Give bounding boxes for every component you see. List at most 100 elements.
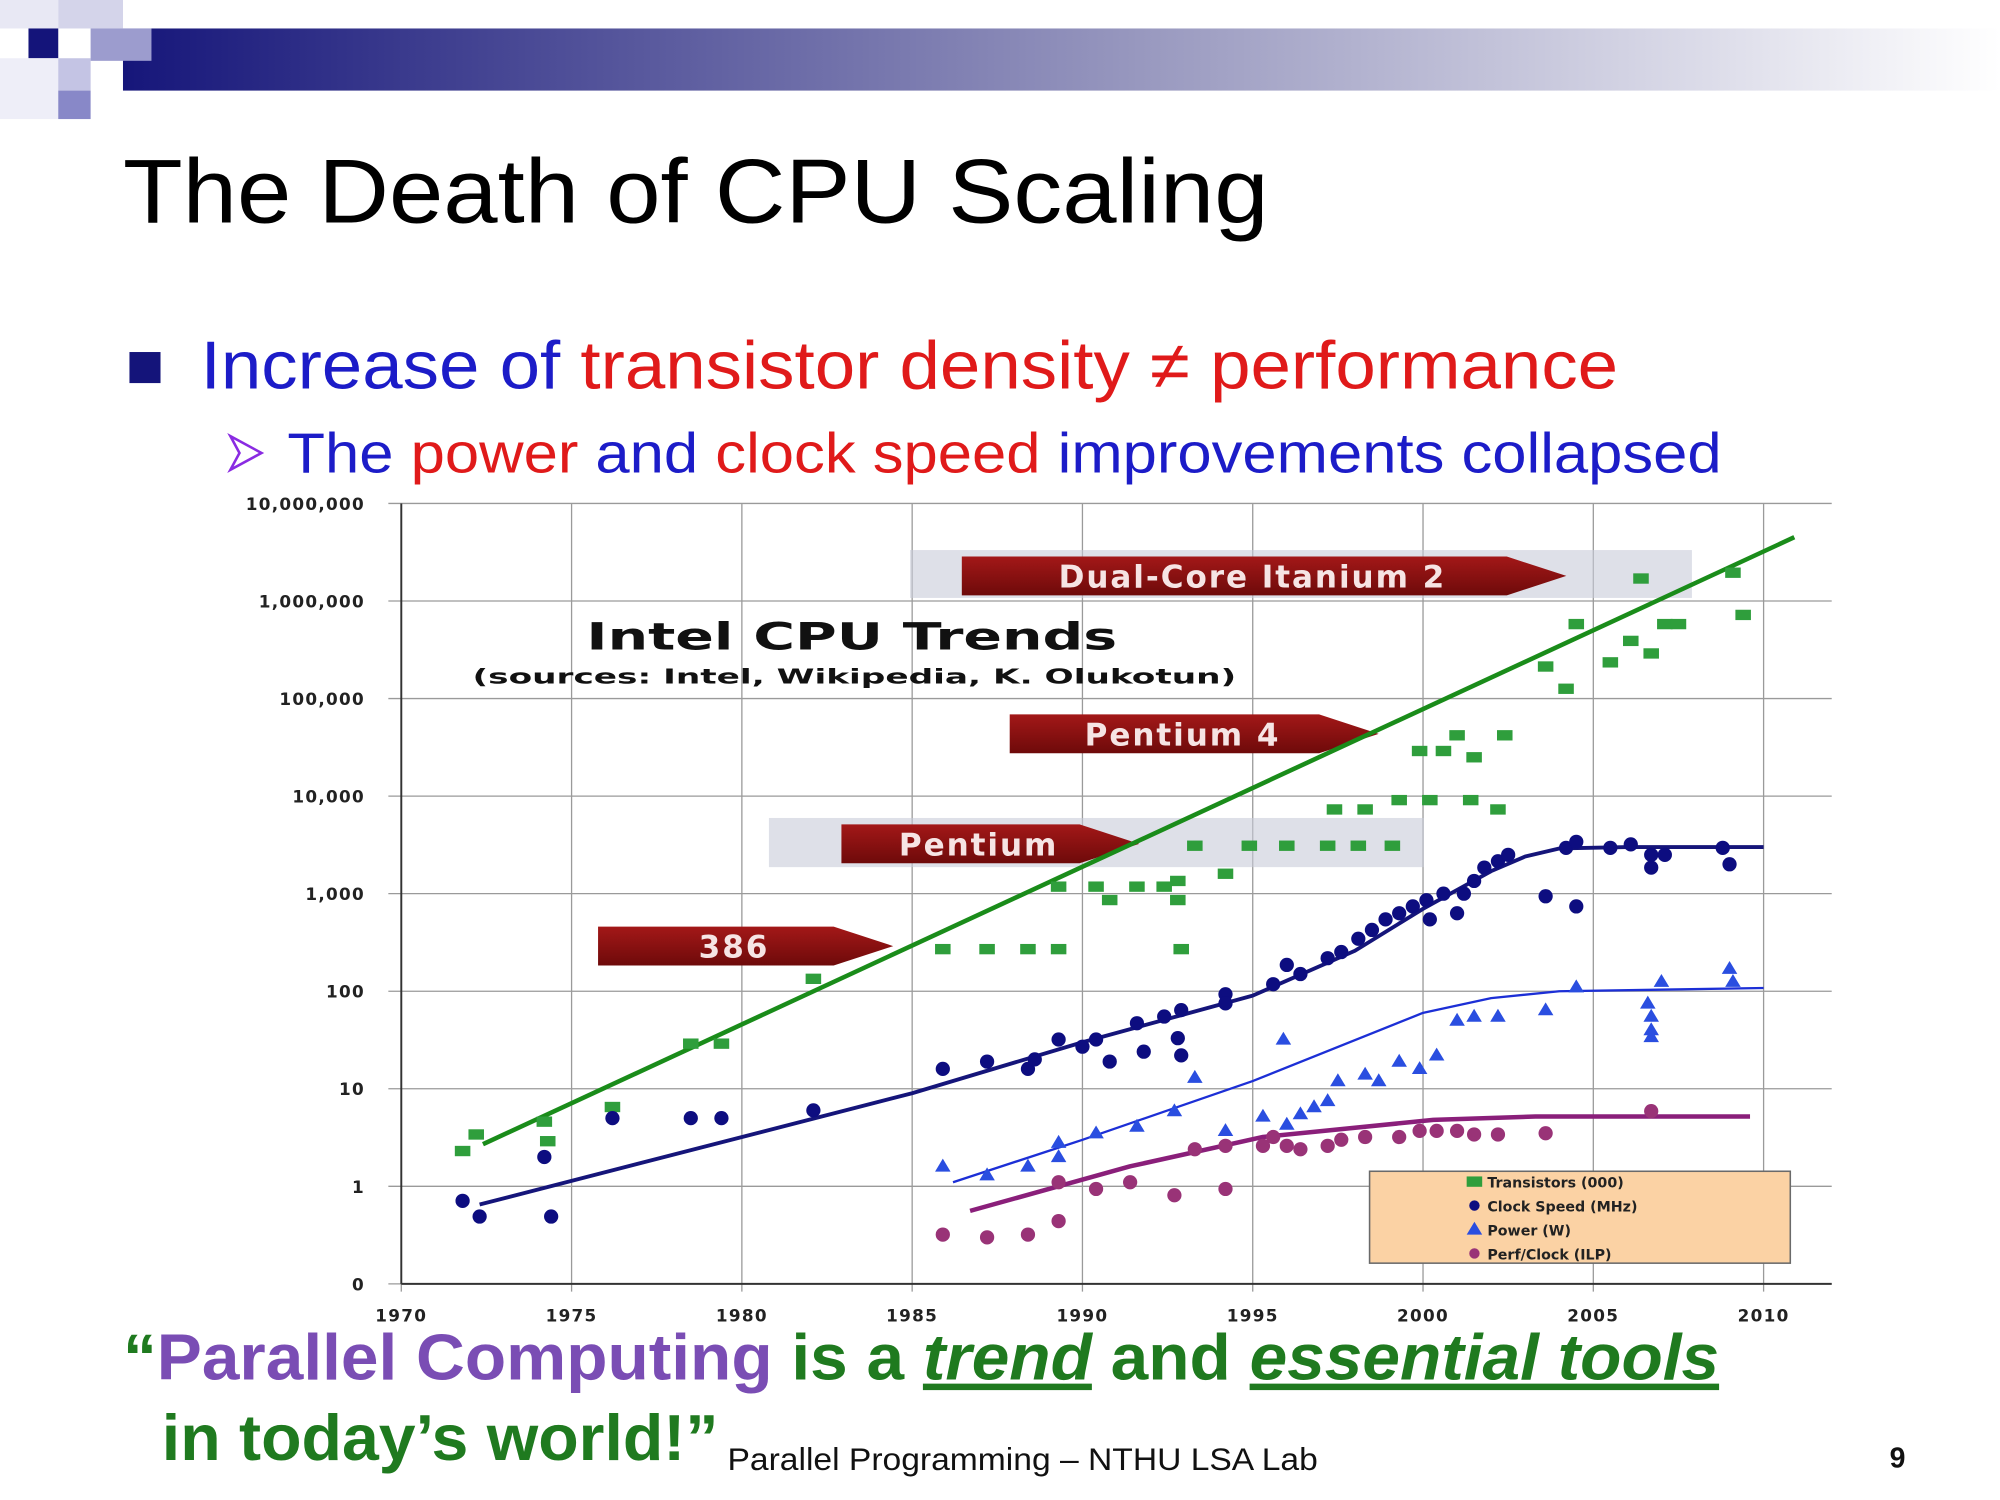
data-point bbox=[1657, 618, 1673, 630]
data-point bbox=[1275, 1031, 1292, 1045]
data-point bbox=[1218, 1138, 1233, 1153]
data-point bbox=[1051, 1032, 1066, 1047]
data-point bbox=[1449, 906, 1465, 921]
data-point bbox=[979, 1230, 995, 1245]
data-point bbox=[806, 1103, 821, 1118]
data-point bbox=[1326, 804, 1343, 815]
header-square bbox=[58, 58, 91, 91]
data-point bbox=[1306, 1099, 1322, 1113]
data-point bbox=[1725, 973, 1741, 987]
text-segment: and bbox=[1092, 1321, 1250, 1394]
data-point bbox=[455, 1193, 470, 1208]
data-point bbox=[1657, 847, 1672, 862]
text-segment: transistor density ≠ performance bbox=[580, 328, 1618, 403]
data-point bbox=[1419, 893, 1434, 908]
data-point bbox=[1490, 854, 1506, 869]
data-point bbox=[1020, 1227, 1036, 1242]
data-point bbox=[1422, 794, 1438, 806]
y-tick-label: 0 bbox=[352, 1274, 365, 1294]
data-point bbox=[1466, 1008, 1482, 1022]
data-point bbox=[1462, 794, 1479, 806]
data-point bbox=[1050, 943, 1067, 955]
data-point bbox=[1623, 837, 1638, 852]
data-point bbox=[1320, 951, 1335, 966]
data-point bbox=[1391, 1053, 1407, 1067]
data-point bbox=[1088, 1032, 1104, 1047]
data-point bbox=[1568, 979, 1585, 993]
data-point bbox=[1722, 857, 1737, 872]
data-point bbox=[1640, 995, 1656, 1009]
x-tick-label: 2010 bbox=[1738, 1305, 1790, 1325]
legend-label: Clock Speed (MHz) bbox=[1487, 1199, 1637, 1215]
data-point bbox=[1643, 648, 1659, 659]
data-point bbox=[1088, 1181, 1104, 1197]
quote-line: “Parallel Computing is a trend and essen… bbox=[123, 1321, 1719, 1394]
data-point bbox=[1170, 1031, 1185, 1046]
data-point bbox=[1051, 1213, 1066, 1229]
data-point bbox=[1370, 1073, 1387, 1087]
x-tick-label: 2000 bbox=[1397, 1305, 1449, 1325]
sub-bullet-marker bbox=[227, 432, 265, 474]
chart-subtitle: (sources: Intel, Wikipedia, K. Olukotun) bbox=[472, 664, 1236, 688]
x-tick-label: 1985 bbox=[886, 1305, 938, 1325]
data-point bbox=[1364, 922, 1380, 938]
data-point bbox=[979, 943, 995, 955]
data-point bbox=[1174, 1002, 1189, 1018]
data-point bbox=[1187, 1069, 1203, 1083]
data-point bbox=[1538, 889, 1553, 904]
data-point bbox=[1166, 1103, 1183, 1117]
annotation-label: Dual-Core Itanium 2 bbox=[1059, 560, 1447, 596]
data-point bbox=[1167, 1188, 1182, 1203]
data-point bbox=[1187, 1142, 1202, 1157]
data-point bbox=[1027, 1052, 1042, 1067]
data-point bbox=[454, 1145, 471, 1157]
data-point bbox=[1351, 931, 1366, 946]
data-point bbox=[1466, 752, 1482, 763]
data-point bbox=[1422, 912, 1437, 927]
data-point bbox=[472, 1209, 487, 1224]
legend-marker bbox=[1469, 1248, 1480, 1259]
x-tick-label: 1995 bbox=[1227, 1305, 1279, 1325]
legend-marker bbox=[1466, 1176, 1483, 1187]
data-point bbox=[1129, 1016, 1145, 1031]
data-point bbox=[1392, 906, 1407, 921]
data-point bbox=[1411, 745, 1428, 757]
legend-label: Perf/Clock (ILP) bbox=[1487, 1247, 1611, 1263]
text-segment: and bbox=[578, 421, 715, 485]
bullet-marker bbox=[129, 352, 161, 384]
header-square bbox=[0, 58, 59, 120]
data-point bbox=[1320, 1138, 1335, 1153]
annotation-tag bbox=[841, 824, 1140, 864]
data-point bbox=[1156, 881, 1172, 892]
data-point bbox=[979, 1167, 995, 1181]
data-point bbox=[1050, 1149, 1067, 1163]
data-point bbox=[1157, 1009, 1172, 1024]
header-square bbox=[0, 0, 59, 29]
y-tick-label: 1,000 bbox=[305, 884, 365, 904]
x-tick-label: 1970 bbox=[375, 1305, 427, 1325]
data-point bbox=[935, 1227, 950, 1242]
data-point bbox=[1721, 960, 1738, 974]
data-point bbox=[1558, 683, 1574, 694]
data-point bbox=[1490, 1008, 1506, 1022]
data-point bbox=[1334, 1132, 1349, 1147]
data-point bbox=[1350, 840, 1367, 851]
quote-line: in today’s world!” bbox=[162, 1401, 719, 1474]
data-point bbox=[1384, 840, 1401, 851]
legend-marker bbox=[1469, 1200, 1480, 1211]
data-point bbox=[1088, 1125, 1104, 1139]
data-point bbox=[1050, 881, 1067, 892]
y-tick-label: 10,000 bbox=[292, 787, 365, 807]
data-point bbox=[1255, 1138, 1271, 1153]
data-point bbox=[1102, 1054, 1117, 1069]
data-point bbox=[1496, 730, 1513, 741]
data-point bbox=[1466, 873, 1482, 889]
data-point bbox=[1449, 1012, 1465, 1026]
legend-label: Transistors (000) bbox=[1487, 1175, 1623, 1191]
y-tick-label: 100,000 bbox=[279, 689, 365, 709]
header-square bbox=[28, 28, 59, 59]
data-point bbox=[1644, 847, 1659, 862]
data-point bbox=[1129, 1118, 1145, 1132]
data-point bbox=[1075, 1039, 1090, 1054]
